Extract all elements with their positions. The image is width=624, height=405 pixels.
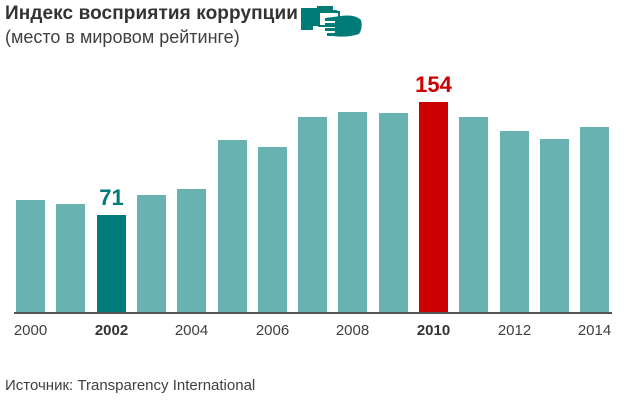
bar-2008 [338,112,367,312]
chart-subtitle: (место в мировом рейтинге) [5,27,240,47]
bar-2014 [580,127,609,312]
bar-value-label-2010: 154 [415,72,452,97]
x-tick-2012: 2012 [497,322,532,339]
bar-2001 [56,204,85,312]
chart-title: Индекс восприятия коррупции [5,3,299,24]
bar-2006 [258,147,287,312]
bar-2012 [500,131,529,312]
bar-2010 [419,102,448,312]
bar-2003 [137,195,166,312]
x-tick-2004: 2004 [174,322,209,339]
bar-2013 [540,139,569,312]
x-tick-2010: 2010 [416,322,451,339]
x-tick-2002: 2002 [94,322,129,339]
x-axis-line [14,312,612,314]
bar-2000 [16,200,45,312]
bar-value-label-2002: 71 [99,185,124,210]
bar-2009 [379,113,408,312]
bar-chart-plot: 71 154 [14,60,612,314]
bar-2002 [97,215,126,312]
hand-passing-envelope-icon [301,6,362,37]
bar-2005 [218,140,247,312]
x-tick-2014: 2014 [577,322,612,339]
bar-2011 [459,117,488,312]
source-note: Источник: Transparency International [5,377,256,394]
x-tick-2008: 2008 [335,322,370,339]
bar-2007 [298,117,327,312]
x-tick-2000: 2000 [13,322,48,339]
x-tick-2006: 2006 [255,322,290,339]
bar-2004 [177,189,206,312]
